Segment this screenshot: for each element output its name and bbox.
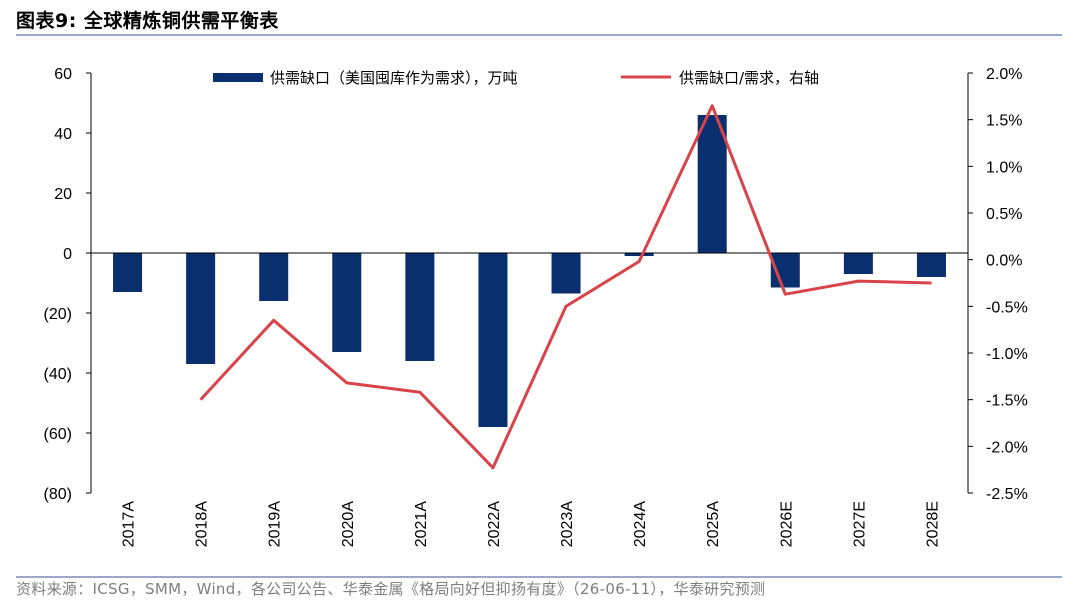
line-layer [199,104,932,470]
right-tick-label: 1.0% [986,159,1022,176]
legend: 供需缺口（美国囤库作为需求），万吨 供需缺口/需求，右轴 [213,69,819,87]
bar [259,253,289,301]
legend-bar-label: 供需缺口（美国囤库作为需求），万吨 [270,69,518,87]
left-tick-label: (60) [44,426,72,443]
category-label: 2022A [486,501,503,548]
left-tick-label: (40) [44,366,72,383]
category-label: 2027E [851,501,868,547]
left-tick-label: (20) [44,306,72,323]
title-divider [16,34,1062,36]
right-tick-label: -2.5% [986,486,1028,503]
axes-layer [86,72,973,494]
right-tick-label: 0.5% [986,206,1022,223]
bar [697,115,727,253]
category-label: 2023A [559,501,576,548]
right-tick-label: 0.0% [986,253,1022,270]
series-line [199,104,932,470]
bar [551,253,581,294]
bar [405,253,435,361]
bar [478,253,508,427]
bar [843,253,873,274]
category-label: 2025A [705,501,722,548]
bar [113,253,143,292]
bars-layer [113,115,946,427]
right-tick-label: -1.0% [986,346,1028,363]
category-label: 2021A [413,501,430,548]
left-tick-label: 0 [63,246,72,263]
left-tick-label: 20 [54,186,72,203]
right-tick-label: -0.5% [986,299,1028,316]
supply-demand-chart: 60 40 20 0 (20) (40) (60) (80) 2.0% 1.5% 1.0% 0.5% 0… [44,66,1028,547]
legend-bar-swatch [213,73,263,82]
right-tick-label: -2.0% [986,439,1028,456]
left-tick-label: 60 [54,66,72,83]
source-divider [16,576,1062,578]
bar [916,253,946,277]
category-label: 2020A [340,501,357,548]
bar [186,253,216,364]
figure-title: 图表9: 全球精炼铜供需平衡表 [16,10,279,32]
category-label: 2019A [267,501,284,548]
category-label: 2024A [632,501,649,548]
category-label: 2028E [924,501,941,547]
bar [332,253,362,352]
right-tick-label: -1.5% [986,393,1028,410]
labels-layer: 60 40 20 0 (20) (40) (60) (80) 2.0% 1.5% 1.0% 0.5% 0… [44,66,1028,547]
right-tick-label: 1.5% [986,113,1022,130]
legend-line-label: 供需缺口/需求，右轴 [679,69,819,87]
source-note: 资料来源：ICSG，SMM，Wind，各公司公告、华泰金属《格局向好但抑扬有度》… [16,580,766,598]
bar [624,253,654,256]
category-label: 2026E [778,501,795,547]
left-tick-label: 40 [54,126,72,143]
category-label: 2018A [194,501,211,548]
left-tick-label: (80) [44,486,72,503]
category-label: 2017A [121,501,138,548]
right-tick-label: 2.0% [986,66,1022,83]
